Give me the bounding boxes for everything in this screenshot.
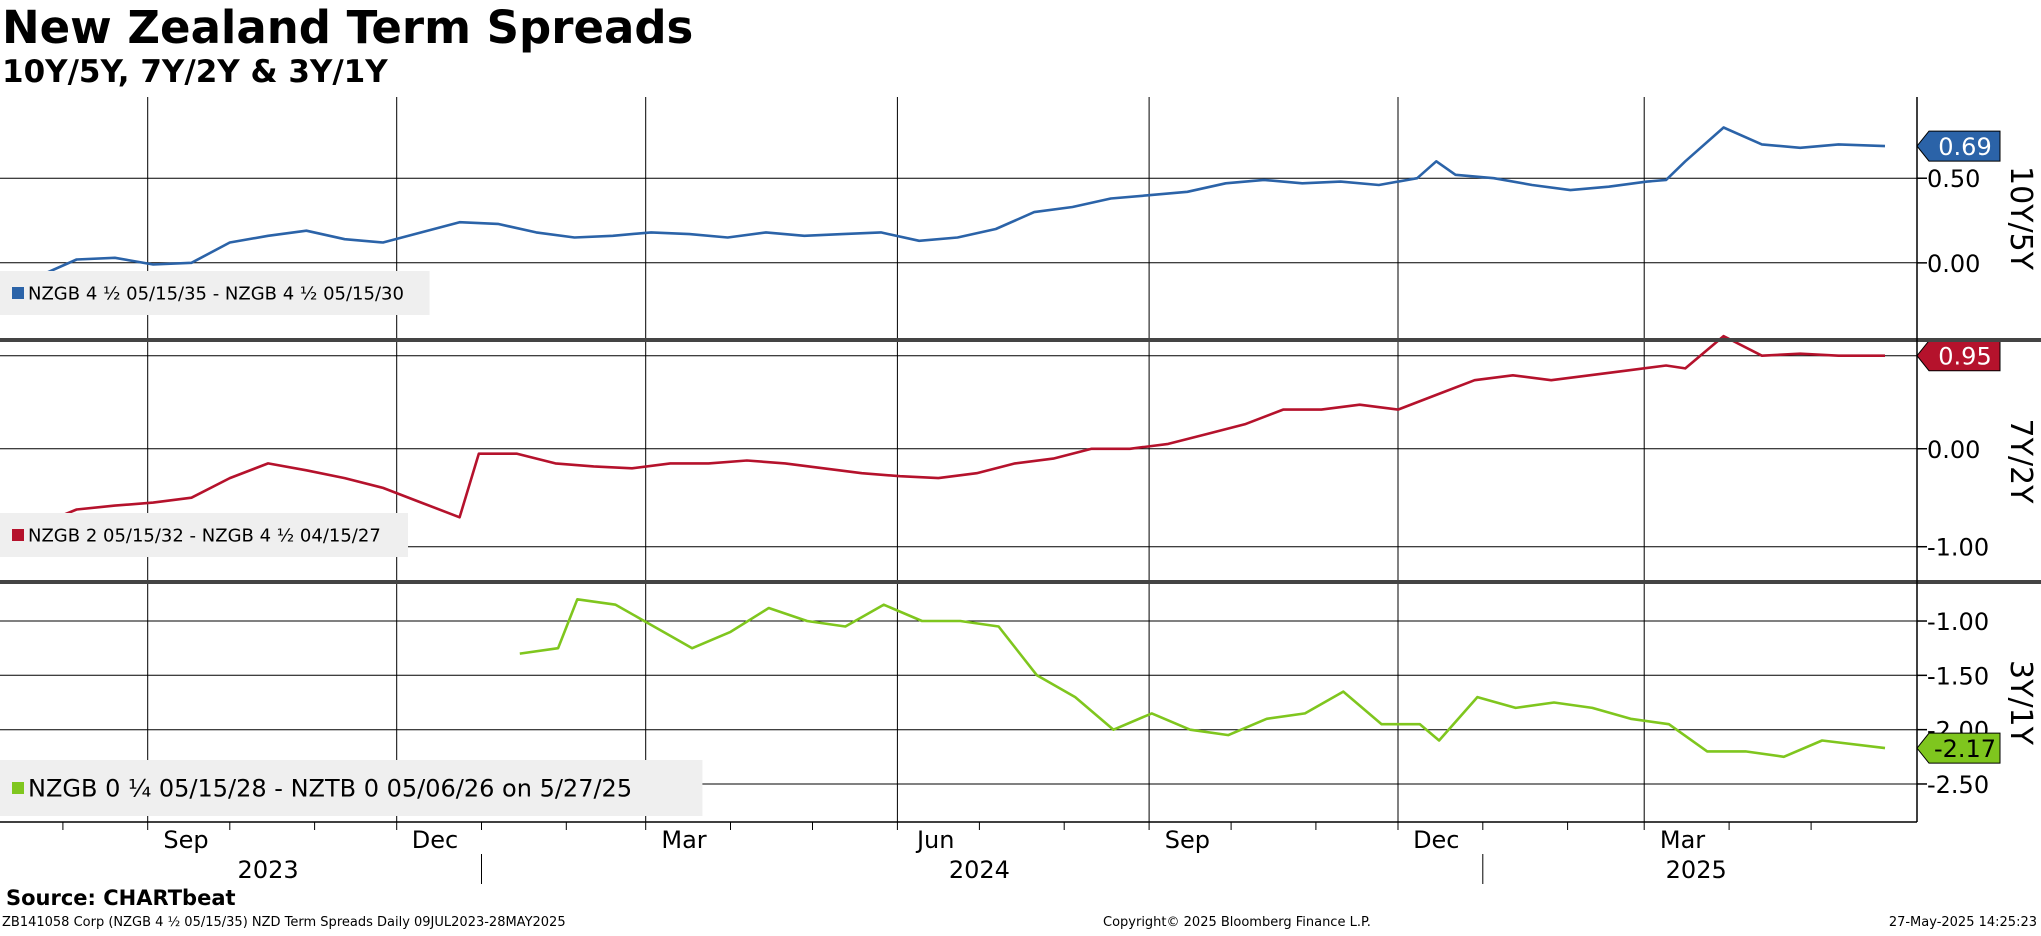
x-quarter-label-1: Dec (412, 826, 458, 854)
last-value-label-3: -2.17 (1934, 735, 1996, 763)
last-value-tag-shape-2 (1916, 340, 2001, 372)
panel-3-axis-title: 3Y/1Y (2003, 660, 2038, 746)
legend-3: NZGB 0 ¼ 05/15/28 - NZTB 0 05/06/26 on 5… (0, 760, 703, 816)
source-note: Source: CHARTbeat (6, 886, 236, 910)
x-year-label-0: 2023 (238, 856, 299, 884)
footer-security-info: ZB141058 Corp (NZGB 4 ½ 05/15/35) NZD Te… (2, 915, 566, 930)
panel-1-ytick-label-0: 0.00 (1927, 250, 1980, 278)
x-quarter-label-6: Mar (1660, 826, 1705, 854)
panel-1-ytick-label-1: 0.50 (1927, 165, 1980, 193)
panel-1: 0.00 0.50 0.69 10Y/5Y NZGB 4 ½ 05/15/35 - NZ… (0, 126, 2038, 315)
series-line-2 (0, 334, 1885, 527)
chart-title: New Zealand Term Spreads (2, 1, 694, 54)
x-quarter-label-5: Dec (1413, 826, 1459, 854)
last-value-tag-3: -2.17 (1916, 732, 2001, 764)
footer-copyright: Copyright© 2025 Bloomberg Finance L.P. (1103, 915, 1371, 930)
chart-subtitle: 10Y/5Y, 7Y/2Y & 3Y/1Y (2, 54, 388, 90)
footer-timestamp: 27-May-2025 14:25:23 (1888, 915, 2037, 930)
legend-label-2: NZGB 2 05/15/32 - NZGB 4 ½ 04/15/27 (28, 525, 381, 546)
last-value-tag-1: 0.69 (1916, 130, 2001, 162)
panel-2-ytick-label-0: -1.00 (1927, 534, 1989, 562)
panel-3-ytick-label-0: -2.50 (1927, 771, 1989, 799)
x-year-label-2: 2025 (1666, 856, 1727, 884)
legend-label-3: NZGB 0 ¼ 05/15/28 - NZTB 0 05/06/26 on 5… (28, 775, 632, 803)
legend-1: NZGB 4 ½ 05/15/35 - NZGB 4 ½ 05/15/30 (0, 271, 430, 315)
legend-box-2 (0, 513, 408, 557)
legend-swatch-2 (12, 529, 24, 541)
legend-swatch-3 (12, 782, 24, 794)
x-year-label-1: 2024 (949, 856, 1010, 884)
legend-swatch-1 (12, 287, 24, 299)
last-value-label-2: 0.95 (1938, 343, 1991, 371)
last-value-label-1: 0.69 (1938, 133, 1991, 161)
legend-2: NZGB 2 05/15/32 - NZGB 4 ½ 04/15/27 (0, 513, 408, 557)
last-value-tag-shape-3 (1916, 732, 2001, 764)
series-line-1 (0, 126, 1886, 278)
panel-1-axis-title: 10Y/5Y (2003, 166, 2038, 271)
x-quarter-label-3: Jun (915, 826, 955, 854)
panel-3-ytick-label-2: -1.50 (1927, 662, 1989, 690)
panel-2-axis-title: 7Y/2Y (2003, 419, 2038, 505)
panel-2: -1.00 0.00 0.95 7Y/2Y NZGB 2 05/15/32 - NZGB… (0, 334, 2038, 562)
legend-label-1: NZGB 4 ½ 05/15/35 - NZGB 4 ½ 05/15/30 (28, 283, 404, 304)
panel-3-ytick-label-3: -1.00 (1927, 608, 1989, 636)
x-quarter-label-2: Mar (661, 826, 706, 854)
x-quarter-label-0: Sep (163, 826, 208, 854)
last-value-tag-2: 0.95 (1916, 340, 2001, 372)
legend-box-3 (0, 760, 703, 816)
last-value-tag-shape-1 (1916, 130, 2001, 162)
x-quarter-label-4: Sep (1165, 826, 1210, 854)
panel-2-ytick-label-1: 0.00 (1927, 436, 1980, 464)
series-line-3 (519, 597, 1886, 759)
legend-box-1 (0, 271, 430, 315)
